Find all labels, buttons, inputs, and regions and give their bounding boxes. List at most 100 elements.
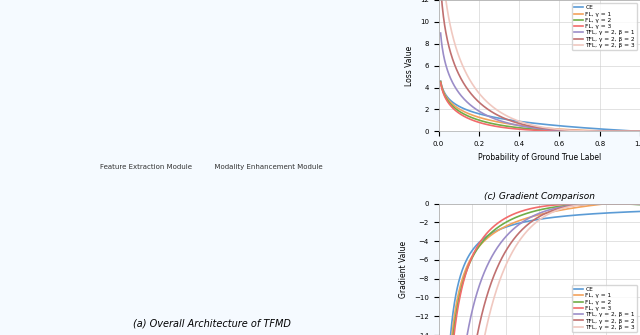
FL, γ = 2 xyxy=(556,128,563,132)
FL, γ = 2 xyxy=(636,203,640,207)
TFL, γ = 2, β = 3 xyxy=(636,202,640,206)
Line: CE: CE xyxy=(440,81,640,131)
CE xyxy=(556,124,563,128)
TFL, γ = 2, β = 3 xyxy=(554,208,561,212)
TFL, γ = 2, β = 1 xyxy=(636,129,640,133)
FL, γ = 3 xyxy=(526,207,534,211)
TFL, γ = 2, β = 2 xyxy=(531,125,539,129)
FL, γ = 3 xyxy=(554,203,561,207)
Text: Feature Extraction Module          Modality Enhancement Module: Feature Extraction Module Modality Enhan… xyxy=(100,164,323,171)
Line: CE: CE xyxy=(440,211,640,335)
FL, γ = 2 xyxy=(532,127,540,131)
TFL, γ = 2, β = 2 xyxy=(636,129,640,133)
FL, γ = 3 xyxy=(600,129,608,133)
TFL, γ = 2, β = 1 xyxy=(532,126,540,130)
TFL, γ = 2, β = 3 xyxy=(556,127,563,131)
Line: TFL, γ = 2, β = 1: TFL, γ = 2, β = 1 xyxy=(440,204,640,335)
TFL, γ = 2, β = 3 xyxy=(600,129,608,133)
TFL, γ = 2, β = 1 xyxy=(556,128,563,132)
FL, γ = 3 xyxy=(556,129,563,133)
Line: FL, γ = 2: FL, γ = 2 xyxy=(440,82,640,131)
TFL, γ = 2, β = 1 xyxy=(471,298,479,302)
TFL, γ = 2, β = 3 xyxy=(603,202,611,206)
TFL, γ = 2, β = 1 xyxy=(636,202,640,206)
TFL, γ = 2, β = 2 xyxy=(554,207,561,211)
FL, γ = 2 xyxy=(570,203,577,207)
FL, γ = 2 xyxy=(632,129,639,133)
CE xyxy=(636,129,640,133)
TFL, γ = 2, β = 3 xyxy=(632,129,639,133)
FL, γ = 3 xyxy=(471,249,479,253)
Line: TFL, γ = 2, β = 3: TFL, γ = 2, β = 3 xyxy=(440,0,640,131)
FL, γ = 3 xyxy=(632,129,639,133)
TFL, γ = 2, β = 2 xyxy=(636,202,640,206)
Line: FL, γ = 3: FL, γ = 3 xyxy=(440,82,640,131)
FL, γ = 3 xyxy=(487,227,495,231)
FL, γ = 1 xyxy=(587,204,595,208)
CE xyxy=(545,123,552,127)
FL, γ = 1 xyxy=(600,129,608,133)
CE xyxy=(531,121,539,125)
FL, γ = 3 xyxy=(531,128,539,132)
FL, γ = 3 xyxy=(570,202,577,206)
FL, γ = 3 xyxy=(545,129,552,133)
Line: TFL, γ = 2, β = 2: TFL, γ = 2, β = 2 xyxy=(440,204,640,335)
TFL, γ = 2, β = 1 xyxy=(632,129,639,133)
TFL, γ = 2, β = 2 xyxy=(587,202,595,206)
X-axis label: Probability of Ground True Label: Probability of Ground True Label xyxy=(477,153,601,162)
TFL, γ = 2, β = 1 xyxy=(545,127,552,131)
TFL, γ = 2, β = 2 xyxy=(532,125,540,129)
FL, γ = 1 xyxy=(554,209,561,213)
Legend: CE, FL, γ = 1, FL, γ = 2, FL, γ = 3, TFL, γ = 2, β = 1, TFL, γ = 2, β = 2, TFL, : CE, FL, γ = 1, FL, γ = 2, FL, γ = 3, TFL… xyxy=(572,3,637,50)
TFL, γ = 2, β = 1 xyxy=(587,202,595,206)
TFL, γ = 2, β = 2 xyxy=(526,221,534,225)
TFL, γ = 2, β = 3 xyxy=(532,124,540,128)
TFL, γ = 2, β = 1 xyxy=(603,202,611,206)
CE xyxy=(526,219,534,223)
Line: TFL, γ = 2, β = 2: TFL, γ = 2, β = 2 xyxy=(440,0,640,131)
FL, γ = 2 xyxy=(587,202,595,206)
FL, γ = 1 xyxy=(636,198,640,202)
CE xyxy=(587,212,595,216)
FL, γ = 2 xyxy=(554,205,561,209)
FL, γ = 3 xyxy=(587,202,595,206)
CE xyxy=(436,79,444,83)
Legend: CE, FL, γ = 1, FL, γ = 2, FL, γ = 3, TFL, γ = 2, β = 1, TFL, γ = 2, β = 2, TFL, : CE, FL, γ = 1, FL, γ = 2, FL, γ = 3, TFL… xyxy=(572,285,637,332)
FL, γ = 3 xyxy=(636,201,640,205)
Line: FL, γ = 1: FL, γ = 1 xyxy=(440,200,640,335)
TFL, γ = 2, β = 2 xyxy=(632,129,639,133)
Line: FL, γ = 1: FL, γ = 1 xyxy=(440,81,640,131)
TFL, γ = 2, β = 2 xyxy=(556,128,563,132)
Y-axis label: Gradient Value: Gradient Value xyxy=(399,241,408,298)
FL, γ = 2 xyxy=(526,210,534,214)
FL, γ = 1 xyxy=(531,125,539,129)
FL, γ = 3 xyxy=(532,128,540,132)
TFL, γ = 2, β = 1 xyxy=(526,215,534,219)
TFL, γ = 2, β = 3 xyxy=(531,124,539,128)
TFL, γ = 2, β = 3 xyxy=(636,129,640,133)
FL, γ = 1 xyxy=(636,129,640,133)
Line: FL, γ = 2: FL, γ = 2 xyxy=(440,204,640,335)
FL, γ = 1 xyxy=(526,215,534,219)
CE xyxy=(471,245,479,249)
TFL, γ = 2, β = 3 xyxy=(570,204,577,208)
Line: TFL, γ = 2, β = 1: TFL, γ = 2, β = 1 xyxy=(440,33,640,131)
CE xyxy=(600,127,608,131)
Title: (c) Gradient Comparison: (c) Gradient Comparison xyxy=(484,193,595,201)
TFL, γ = 2, β = 1 xyxy=(436,31,444,35)
FL, γ = 2 xyxy=(471,251,479,255)
TFL, γ = 2, β = 2 xyxy=(600,129,608,133)
FL, γ = 1 xyxy=(436,79,444,83)
TFL, γ = 2, β = 2 xyxy=(545,127,552,131)
Text: (a) Overall Architecture of TFMD: (a) Overall Architecture of TFMD xyxy=(132,318,291,328)
FL, γ = 1 xyxy=(487,233,495,237)
FL, γ = 2 xyxy=(436,80,444,84)
Line: FL, γ = 3: FL, γ = 3 xyxy=(440,203,640,335)
FL, γ = 2 xyxy=(603,202,611,206)
FL, γ = 2 xyxy=(545,128,552,132)
FL, γ = 1 xyxy=(532,125,540,129)
TFL, γ = 2, β = 1 xyxy=(554,206,561,210)
FL, γ = 2 xyxy=(636,129,640,133)
TFL, γ = 2, β = 3 xyxy=(587,202,595,206)
TFL, γ = 2, β = 1 xyxy=(570,203,577,207)
